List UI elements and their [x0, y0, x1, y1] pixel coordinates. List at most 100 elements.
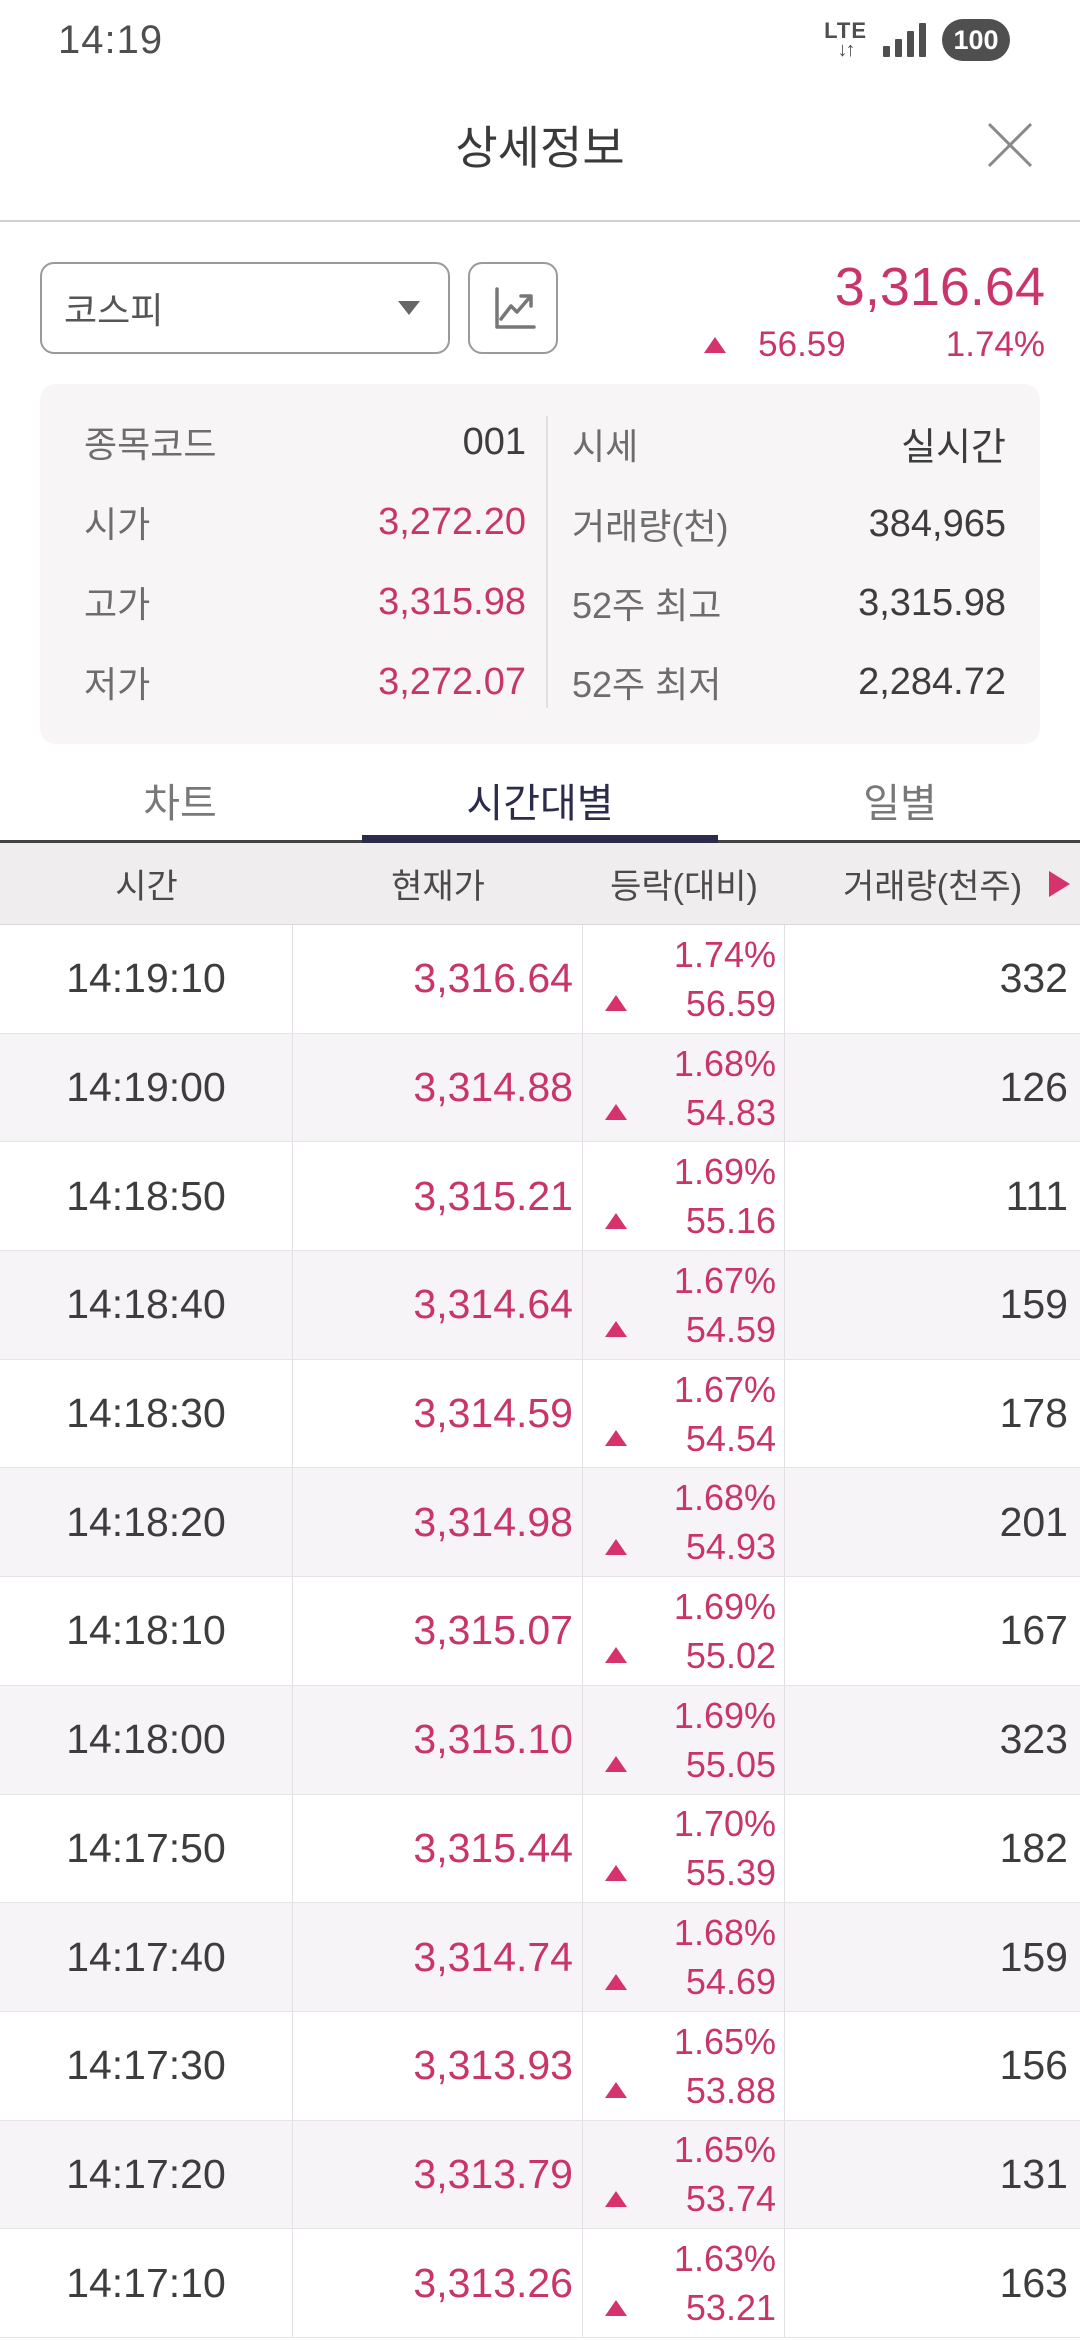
up-arrow-icon — [605, 2299, 627, 2316]
col-header-price: 현재가 — [391, 868, 485, 906]
up-arrow-icon — [605, 2190, 627, 2207]
cell-change: 1.67% 54.54 — [583, 1359, 785, 1468]
cell-time: 14:19:00 — [0, 1033, 293, 1142]
table-row: 14:19:00 3,314.88 1.68% 54.83 126 — [0, 1033, 1080, 1143]
summary-row-market: 시세 실시간 — [572, 425, 1006, 470]
cell-change: 1.69% 55.16 — [583, 1142, 785, 1251]
cell-price: 3,313.26 — [293, 2229, 583, 2337]
cell-change: 1.68% 54.93 — [583, 1468, 785, 1577]
up-arrow-icon — [605, 1321, 627, 1338]
cell-volume: 111 — [1005, 1172, 1068, 1219]
index-price: 3,316.64 — [834, 257, 1045, 317]
cell-time: 14:17:30 — [0, 2011, 293, 2120]
cell-change: 1.68% 54.83 — [583, 1033, 785, 1142]
table-row: 14:17:30 3,313.93 1.65% 53.88 156 — [0, 2011, 1080, 2121]
cell-change: 1.70% 55.39 — [583, 1794, 785, 1903]
summary-left-column: 종목코드 001 시가 3,272.20 고가 3,315.98 저가 3,27… — [84, 416, 548, 708]
summary-row-volume: 거래량(천) 384,965 — [572, 502, 1006, 548]
title-bar: 상세정보 — [0, 70, 1080, 222]
chevron-down-icon — [398, 301, 420, 315]
current-quote: 3,316.64 56.59 1.74% — [704, 257, 1045, 365]
up-arrow-icon — [605, 1647, 627, 1664]
up-arrow-icon — [704, 337, 727, 354]
cell-price: 3,315.44 — [293, 1794, 583, 1903]
up-arrow-icon — [605, 1973, 627, 1990]
cell-time: 14:17:10 — [0, 2229, 293, 2337]
table-row: 14:17:10 3,313.26 1.63% 53.21 163 — [0, 2229, 1080, 2338]
cell-volume: 332 — [999, 955, 1068, 1002]
index-change-line: 56.59 1.74% — [704, 325, 1045, 365]
up-arrow-icon — [605, 1538, 627, 1555]
close-icon[interactable] — [986, 119, 1034, 171]
cell-change: 1.65% 53.74 — [583, 2120, 785, 2229]
table-row: 14:18:50 3,315.21 1.69% 55.16 111 — [0, 1142, 1080, 1252]
quote-summary-panel: 종목코드 001 시가 3,272.20 고가 3,315.98 저가 3,27… — [40, 384, 1040, 744]
table-row: 14:17:40 3,314.74 1.68% 54.69 159 — [0, 1903, 1080, 2012]
cell-price: 3,314.98 — [293, 1468, 583, 1577]
time-interval-table[interactable]: 14:19:10 3,316.64 1.74% 56.59 332 14:19:… — [0, 925, 1080, 2338]
cell-price: 3,315.21 — [293, 1142, 583, 1251]
up-arrow-icon — [605, 1104, 627, 1121]
dropdown-selected-value: 코스피 — [64, 290, 164, 331]
lte-icon: LTE ↓↑ — [824, 18, 867, 61]
index-select-dropdown[interactable]: 코스피 — [40, 262, 450, 354]
line-chart-icon — [495, 287, 536, 329]
up-arrow-icon — [605, 1430, 627, 1447]
col-header-volume: 거래량(천주) — [785, 843, 1080, 924]
cell-volume: 323 — [999, 1716, 1068, 1763]
summary-row-52w-high: 52주 최고 3,315.98 — [572, 581, 1006, 627]
more-columns-arrow-icon[interactable] — [1049, 870, 1070, 897]
cell-volume: 126 — [999, 1064, 1068, 1111]
toolbar: 코스피 3,316.64 56.59 1.74% — [40, 257, 1045, 364]
cell-volume: 167 — [999, 1607, 1068, 1654]
up-arrow-icon — [605, 1756, 627, 1773]
summary-row-open: 시가 3,272.20 — [84, 500, 526, 546]
cell-price: 3,313.93 — [293, 2011, 583, 2120]
cell-change: 1.68% 54.69 — [583, 1903, 785, 2011]
cell-change: 1.74% 56.59 — [583, 925, 785, 1033]
cell-change: 1.65% 53.88 — [583, 2011, 785, 2120]
summary-row-code: 종목코드 001 — [84, 420, 526, 466]
cell-time: 14:17:20 — [0, 2120, 293, 2229]
table-row: 14:19:10 3,316.64 1.74% 56.59 332 — [0, 925, 1080, 1034]
cell-price: 3,315.07 — [293, 1577, 583, 1685]
col-header-change: 등락(대비) — [610, 868, 758, 906]
cell-time: 14:19:10 — [0, 925, 293, 1033]
view-tabs: 차트 시간대별 일별 — [0, 760, 1080, 843]
summary-row-52w-low: 52주 최저 2,284.72 — [572, 660, 1006, 706]
cell-volume: 131 — [999, 2150, 1068, 2197]
tab-by-time[interactable]: 시간대별 — [360, 760, 720, 843]
cell-volume: 159 — [999, 1281, 1068, 1328]
col-header-time: 시간 — [115, 868, 178, 906]
table-row: 14:17:50 3,315.44 1.70% 55.39 182 — [0, 1794, 1080, 1904]
status-bar: 14:19 LTE ↓↑ 100 — [0, 0, 1080, 70]
cell-time: 14:18:30 — [0, 1359, 293, 1468]
table-row: 14:18:10 3,315.07 1.69% 55.02 167 — [0, 1577, 1080, 1686]
table-row: 14:18:40 3,314.64 1.67% 54.59 159 — [0, 1251, 1080, 1360]
table-row: 14:18:00 3,315.10 1.69% 55.05 323 — [0, 1685, 1080, 1795]
battery-indicator: 100 — [942, 19, 1010, 61]
cell-price: 3,314.74 — [293, 1903, 583, 2011]
cell-price: 3,313.79 — [293, 2120, 583, 2229]
table-header: 시간 현재가 등락(대비) 거래량(천주) — [0, 843, 1080, 925]
cell-price: 3,314.88 — [293, 1033, 583, 1142]
open-chart-button[interactable] — [468, 262, 558, 354]
summary-right-column: 시세 실시간 거래량(천) 384,965 52주 최고 3,315.98 52… — [548, 416, 1006, 708]
tab-chart[interactable]: 차트 — [143, 782, 217, 826]
cell-time: 14:18:00 — [0, 1685, 293, 1794]
up-arrow-icon — [605, 995, 627, 1012]
cell-time: 14:18:20 — [0, 1468, 293, 1577]
summary-row-high: 고가 3,315.98 — [84, 580, 526, 626]
cell-change: 1.63% 53.21 — [583, 2229, 785, 2337]
tab-daily[interactable]: 일별 — [863, 782, 937, 826]
cell-volume: 163 — [999, 2259, 1068, 2306]
cell-price: 3,316.64 — [293, 925, 583, 1033]
page-title: 상세정보 — [455, 122, 625, 174]
status-icons: LTE ↓↑ 100 — [824, 19, 1010, 61]
cell-volume: 201 — [999, 1498, 1068, 1545]
cell-change: 1.67% 54.59 — [583, 1251, 785, 1359]
cell-change: 1.69% 55.02 — [583, 1577, 785, 1685]
clock: 14:19 — [58, 17, 164, 62]
cell-price: 3,315.10 — [293, 1685, 583, 1794]
